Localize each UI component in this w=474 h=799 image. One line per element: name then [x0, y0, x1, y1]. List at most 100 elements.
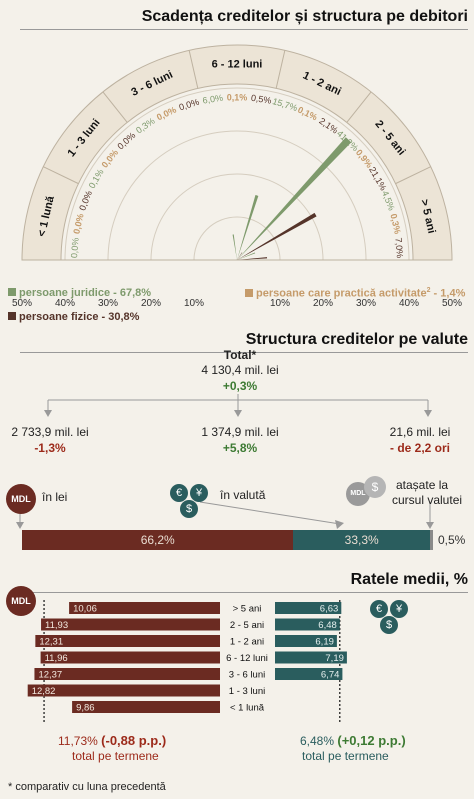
polar-value-label: 0,0% [77, 189, 94, 212]
valuta-rate-label: 6,63 [320, 604, 339, 615]
polar-value-label: 0,1% [227, 92, 248, 102]
lei-total-value: 11,73% [58, 734, 98, 748]
total-value: 4 130,4 mil. lei [201, 363, 279, 377]
total-change: +0,3% [222, 379, 258, 393]
rate-category-label: 1 - 2 ani [230, 637, 264, 648]
valuta-total-change: (+0,12 p.p.) [337, 733, 406, 748]
valuta-rate-bar-5-ani [275, 602, 342, 614]
euro-icon: € [170, 484, 188, 502]
radial-tick-label: 10% [183, 298, 204, 309]
valuta-total-rate: 6,48% (+0,12 p.p.) [300, 733, 406, 748]
polar-value-label: 0,3% [388, 213, 402, 235]
rate-category-label: < 1 lună [230, 703, 265, 714]
valuta-rate-label: 6,48 [318, 620, 337, 631]
polar-value-label: 0,0% [178, 97, 201, 113]
polar-value-label: 6,0% [202, 93, 224, 106]
lei-rate-bar-6-12-luni [40, 651, 220, 664]
legend-item-fizice: persoane fizice - 30,8% [8, 311, 139, 323]
rates-title: Ratele medii, % [350, 571, 468, 588]
atasate-label-1: atașate la [396, 478, 449, 492]
lei-rate-bar-1-3-luni [27, 684, 221, 697]
valuta-rate-label: 7,19 [325, 653, 344, 664]
lei-label: în lei [42, 490, 68, 504]
currency-title: Structura creditelor pe valute [245, 331, 468, 348]
grid-circle [150, 173, 324, 261]
title-rule [20, 352, 468, 353]
radial-tick-label: 30% [97, 298, 118, 309]
lei-total-rate: 11,73% (-0,88 p.p.) [58, 733, 166, 748]
maturity-title: Scadența creditelor și structura pe debi… [141, 8, 468, 25]
currency-coins-icon: € ¥ $ [370, 600, 412, 636]
footnote: * comparativ cu luna precedentă [8, 781, 166, 793]
valuta-label: în valută [220, 488, 266, 502]
lei-rate-label: 11,93 [45, 620, 68, 631]
lei-rate-bar-1-2-ani [35, 635, 220, 647]
legend-item-juridice: persoane juridice - 67,8% [8, 287, 151, 299]
dollar-icon: $ [180, 500, 198, 518]
valuta-rate-bar-3-6-luni [275, 668, 343, 680]
lei-rate-label: 12,31 [39, 637, 63, 648]
legend-swatch [8, 288, 16, 296]
polar-value-label: 0,9% [354, 147, 375, 169]
rates-chart: 10,06 > 5 ani 6,63 11,93 2 - 5 ani 6,48 12,31 1… [27, 600, 347, 724]
radial-tick-label: 30% [355, 298, 376, 309]
mdl-badge-icon: MDL [6, 586, 36, 616]
currency-segment-label: 66,2% [140, 533, 175, 547]
polar-value-label: 0,3% [134, 116, 157, 136]
polar-bar-2-1-2-ani [237, 252, 243, 260]
total-label: Total* [223, 348, 257, 362]
polar-value-label: 7,0% [393, 237, 405, 258]
legend-item-activitate: persoane care practică activitate2 - 1,4… [245, 287, 465, 300]
polar-value-label: 0,0% [100, 147, 121, 169]
polar-value-label: 0,5% [250, 93, 272, 106]
rate-category-label: 3 - 6 luni [229, 670, 265, 681]
sector-divider [346, 91, 372, 123]
lei-total-label: total pe termene [72, 749, 159, 763]
polar-bar-0-2-5-ani [237, 137, 352, 260]
currency-connectors [16, 394, 434, 529]
dollar-icon: $ [380, 616, 398, 634]
sector-divider [43, 166, 79, 185]
atasate-value: 21,6 mil. lei [389, 425, 451, 439]
legend-swatch [8, 312, 16, 320]
yen-icon: ¥ [190, 484, 208, 502]
valuta-rate-bar-6-12-luni [275, 651, 347, 664]
lei-rate-label: 12,82 [32, 686, 56, 697]
lei-rate-label: 11,96 [45, 653, 68, 664]
polar-value-label: 4,5% [380, 189, 397, 212]
title-rule [20, 592, 468, 593]
radial-tick-label: 50% [11, 298, 32, 309]
radial-tick-label: 40% [398, 298, 419, 309]
lei-rate-bar-3-6-luni [34, 668, 221, 680]
valuta-value: 1 374,9 mil. lei [201, 425, 279, 439]
lei-value: 2 733,9 mil. lei [11, 425, 89, 439]
polar-value-label: 0,0% [69, 237, 81, 258]
euro-icon: € [370, 600, 388, 618]
currency-segment-label: 33,3% [344, 533, 379, 547]
polar-bar-1-2-5-ani [237, 257, 241, 260]
yen-icon: ¥ [390, 600, 408, 618]
grid-circle [64, 87, 410, 261]
legend-label-activitate: persoane care practică activitate [256, 287, 427, 300]
polar-value-label: 0,0% [115, 130, 137, 151]
atasate-label-2: cursul valutei [392, 493, 463, 507]
valuta-change: +5,8% [222, 441, 258, 455]
sector-divider [188, 50, 199, 89]
legend-swatch [245, 288, 253, 297]
atasate-change: - de 2,2 ori [389, 441, 451, 455]
lei-rate-bar-2-5-ani [41, 618, 220, 631]
category-label-6-12-luni: 6 - 12 luni [212, 58, 263, 70]
valuta-rate-label: 6,19 [315, 637, 334, 648]
lei-change: -1,3% [34, 441, 66, 455]
sector-divider [275, 50, 286, 89]
currency-segment-label: 0,5% [438, 533, 466, 547]
polar-bar-0-6-12-luni [232, 234, 237, 260]
sector-divider [395, 166, 431, 185]
valuta-total-label: total pe termene [302, 749, 389, 763]
rate-category-label: > 5 ani [233, 604, 262, 615]
mdl-badge-icon: MDL [6, 484, 36, 514]
polar-value-label: 21,1% [367, 165, 388, 192]
lei-total-change: (-0,88 p.p.) [101, 733, 167, 748]
lei-rate-bar-1-lun [72, 701, 220, 713]
